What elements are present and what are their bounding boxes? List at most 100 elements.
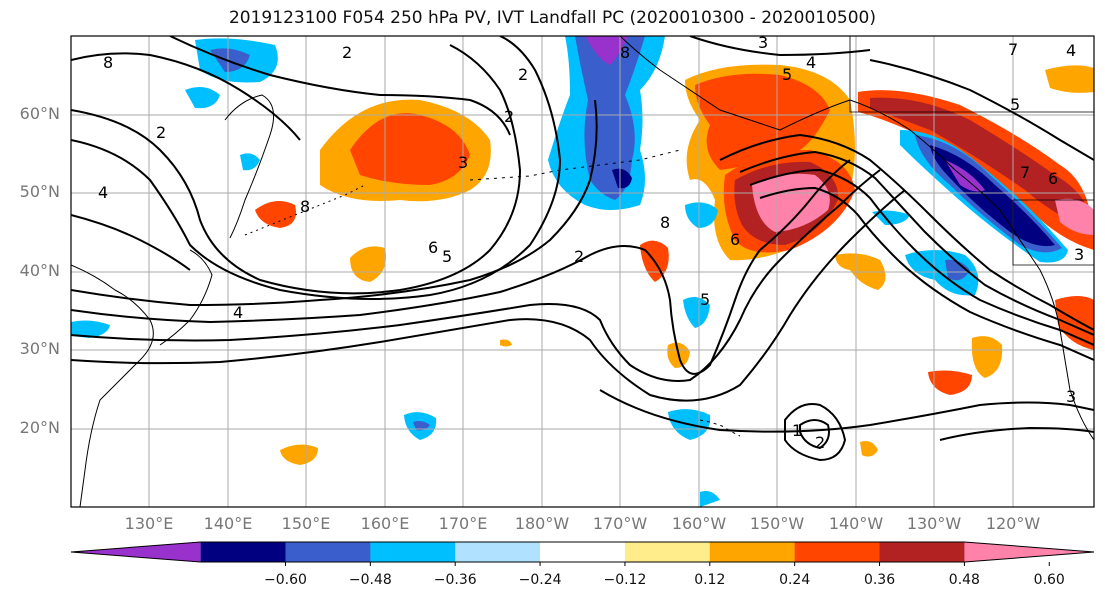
colorbar-segment — [624, 542, 711, 562]
contour-label: 8 — [103, 53, 113, 72]
kuril-islands — [244, 184, 366, 236]
colorbar-segment — [879, 542, 965, 562]
lon-label: 160°E — [360, 514, 410, 533]
contour-label: 8 — [300, 197, 310, 216]
pv-contour — [71, 44, 522, 295]
colorbar-segment — [540, 542, 626, 562]
shade-positive-strong — [870, 97, 1094, 230]
shade-negative-deep — [612, 168, 632, 189]
lat-label: 30°N — [19, 339, 60, 358]
contour-label: 8 — [620, 43, 630, 62]
colorbar-tick-label: −0.24 — [518, 572, 562, 588]
colorbar-extension-high — [964, 542, 1094, 562]
lon-label: 180°W — [514, 514, 570, 533]
contour-label: 2 — [815, 433, 825, 452]
contour-label: 2 — [574, 247, 584, 266]
colorbar — [70, 541, 1095, 566]
shade-positive — [500, 339, 512, 347]
pv-contour — [71, 99, 598, 307]
contour-label: 4 — [1066, 41, 1076, 60]
lon-label: 130°E — [124, 514, 174, 533]
lon-label: 160°W — [671, 514, 727, 533]
colorbar-tick-label: 0.24 — [779, 572, 811, 588]
shading-layer — [71, 36, 1094, 507]
lon-label: 120°W — [985, 514, 1041, 533]
kamchatka-coast — [224, 94, 275, 239]
contour-label: 3 — [1074, 245, 1084, 264]
map-title: 2019123100 F054 250 hPa PV, IVT Landfall… — [228, 8, 876, 28]
shade-negative — [685, 202, 718, 228]
colorbar-extension-low — [71, 542, 201, 562]
shade-negative — [185, 86, 220, 109]
shade-negative — [700, 491, 720, 507]
colorbar-outline — [70, 541, 1095, 563]
colorbar-segment — [200, 542, 286, 562]
colorbar-segment — [709, 542, 796, 562]
shade-negative — [683, 296, 710, 328]
contour-label: 2 — [156, 123, 166, 142]
contour-label: 4 — [233, 303, 243, 322]
shade-positive — [971, 336, 1003, 378]
contour-label: 6 — [730, 230, 740, 249]
shade-negative-deep — [945, 160, 985, 192]
colorbar-tick-label: 0.48 — [948, 572, 980, 588]
colorbar-tick-label: 0.36 — [863, 572, 896, 588]
colorbar-tick-label: −0.36 — [433, 572, 477, 588]
shade-positive — [255, 201, 296, 228]
shade-positive — [350, 246, 386, 282]
shade-negative — [71, 320, 110, 338]
shade-positive — [280, 444, 318, 465]
contour-label: 3 — [1066, 387, 1076, 406]
shade-negative — [945, 259, 970, 281]
map-frame — [70, 35, 1095, 508]
pv-contour-closed — [784, 403, 847, 462]
lon-label: 140°W — [828, 514, 884, 533]
contour-label: 2 — [504, 107, 514, 126]
lat-label: 40°N — [19, 261, 60, 280]
lat-label: 50°N — [19, 182, 60, 201]
pv-contour — [759, 186, 1094, 361]
graticule — [71, 36, 1094, 507]
pv-contour — [71, 189, 906, 402]
contour-label: 8 — [660, 213, 670, 232]
colorbar-tick-label: −0.48 — [348, 572, 392, 588]
contour-label: 5 — [442, 247, 452, 266]
colorbar-segment — [370, 542, 456, 562]
pv-contours — [71, 36, 1094, 462]
contour-label: 5 — [1010, 95, 1020, 114]
lat-label: 20°N — [19, 418, 60, 437]
lon-label: 150°E — [281, 514, 331, 533]
shade-positive-core — [695, 73, 830, 170]
pv-contour — [739, 150, 1094, 336]
pv-contour — [71, 52, 301, 141]
colorbar-segment — [285, 542, 371, 562]
shade-negative — [240, 153, 260, 171]
contour-label: 5 — [700, 290, 710, 309]
colorbar-segment — [794, 542, 881, 562]
shade-positive-max — [1055, 198, 1094, 235]
colorbar-tick-label: −0.60 — [264, 572, 307, 588]
contour-label: 1 — [792, 421, 802, 440]
shade-positive — [928, 370, 972, 395]
pv-contour — [689, 36, 871, 57]
lon-label: 130°W — [906, 514, 962, 533]
colorbar-segment — [455, 542, 541, 562]
lon-label: 150°W — [749, 514, 805, 533]
pv-contour — [749, 168, 1094, 346]
lon-label: 140°E — [203, 514, 253, 533]
pv-contour — [719, 133, 1094, 331]
pv-contour — [71, 159, 851, 375]
lon-label: 170°W — [592, 514, 648, 533]
asia-coast — [71, 264, 154, 507]
pv-contour — [71, 169, 881, 382]
contour-label: 3 — [758, 33, 768, 52]
colorbar-tick-label: 0.12 — [694, 572, 726, 588]
contour-label: 7 — [1020, 163, 1030, 182]
pv-contour — [869, 59, 1094, 161]
japan-coast — [159, 249, 213, 346]
contour-labels: 8 2 8 3 4 5 7 4 8 3 2 6 5 2 8 5 4 6 5 2 … — [98, 33, 1084, 452]
pv-contour — [939, 426, 1094, 441]
contour-label: 2 — [342, 43, 352, 62]
shade-positive — [1055, 296, 1094, 350]
contour-label: 4 — [98, 183, 108, 202]
